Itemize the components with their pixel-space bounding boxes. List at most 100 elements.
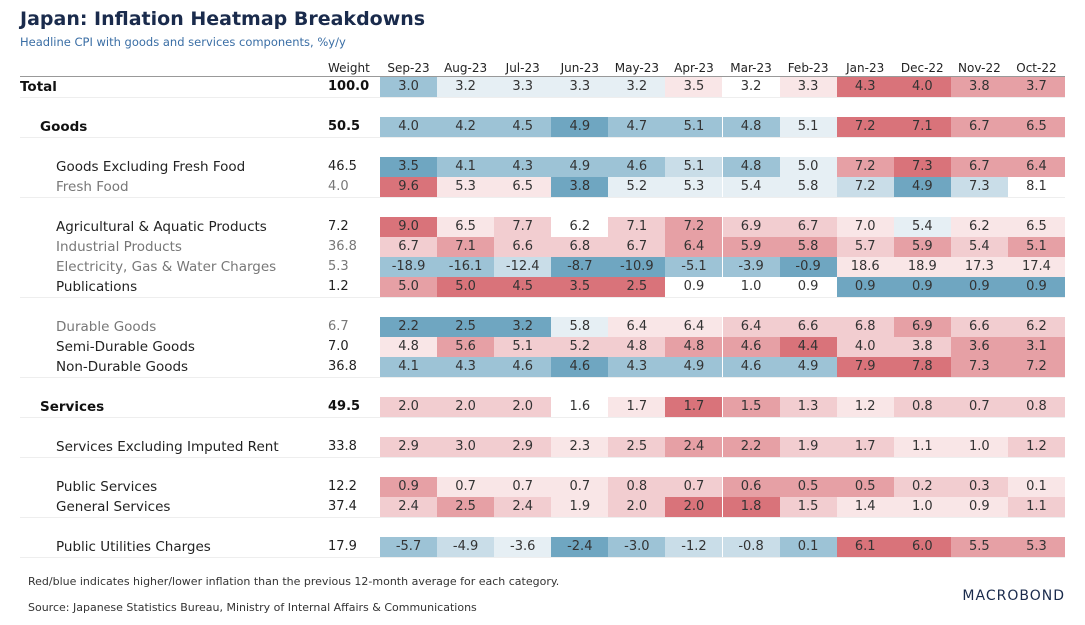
heat-cell: 0.7 [950,397,1008,417]
heat-cell: 6.6 [950,317,1008,337]
group-rule [20,557,1065,558]
column-header: Mar-23 [730,61,772,75]
heat-cell: 1.7 [608,397,666,417]
heat-cell: -5.1 [665,257,723,277]
row-label: General Services [56,499,171,515]
heat-cell: 1.1 [1007,497,1065,517]
heat-cell: 6.7 [950,117,1008,137]
heat-cell: 7.2 [836,177,894,197]
heat-cell: 6.8 [551,237,609,257]
heat-cell: 2.4 [380,497,438,517]
footnote: Red/blue indicates higher/lower inflatio… [28,575,560,588]
weight: 50.5 [328,119,361,134]
heat-cell: 4.9 [779,357,837,377]
heat-cell: 6.2 [950,217,1008,237]
heat-cell: -0.9 [779,257,837,277]
heat-cell: -10.9 [608,257,666,277]
heat-cell: 18.6 [836,257,894,277]
heat-cell: 6.7 [950,157,1008,177]
weight: 37.4 [328,499,357,514]
heat-cell: 2.0 [494,397,552,417]
heat-cell: -4.9 [437,537,495,557]
row-label: Goods Excluding Fresh Food [56,159,246,175]
group-rule [20,97,1065,98]
heat-cell: 4.8 [722,157,780,177]
heat-cell: -3.6 [494,537,552,557]
row-label: Total [20,79,57,95]
heat-cell: 0.9 [380,477,438,497]
heat-cell: 4.8 [380,337,438,357]
row-label: Goods [40,119,88,135]
heat-cell: 0.9 [665,277,723,297]
heat-cell: 1.0 [950,437,1008,457]
heat-cell: 5.7 [836,237,894,257]
heat-cell: 6.4 [722,317,780,337]
heat-cell: 6.2 [1007,317,1065,337]
heat-cell: 3.2 [722,77,780,97]
heat-cell: 4.9 [893,177,951,197]
group-rule [20,377,1065,378]
heat-cell: 3.0 [437,437,495,457]
heat-cell: 4.3 [836,77,894,97]
heat-cell: 3.3 [779,77,837,97]
heat-cell: 5.2 [551,337,609,357]
weight: 49.5 [328,399,361,414]
heat-cell: 6.1 [836,537,894,557]
heat-cell: 6.8 [836,317,894,337]
heat-cell: 4.2 [437,117,495,137]
heat-cell: 4.0 [893,77,951,97]
heat-cell: 5.4 [893,217,951,237]
heat-cell: 2.0 [380,397,438,417]
weight: 6.7 [328,319,349,334]
column-header: May-23 [614,61,659,75]
heat-cell: 2.2 [380,317,438,337]
heat-cell: 7.7 [494,217,552,237]
row-label: Electricity, Gas & Water Charges [56,259,277,275]
heat-cell: 5.4 [722,177,780,197]
weight: 7.0 [328,339,349,354]
row-label: Agricultural & Aquatic Products [56,219,267,235]
heat-cell: 4.3 [608,357,666,377]
heat-cell: 2.0 [665,497,723,517]
heat-cell: 1.2 [1007,437,1065,457]
heat-cell: 8.1 [1007,177,1065,197]
heat-cell: 4.6 [608,157,666,177]
heat-cell: 0.9 [950,277,1008,297]
heat-cell: 7.1 [437,237,495,257]
heat-cell: 0.9 [836,277,894,297]
heat-cell: 2.9 [494,437,552,457]
heat-cell: 7.3 [950,357,1008,377]
heat-cell: 5.1 [665,157,723,177]
heat-cell: -3.0 [608,537,666,557]
heat-cell: 5.4 [950,237,1008,257]
group-rule [20,297,1065,298]
heat-cell: 3.6 [950,337,1008,357]
heat-cell: 2.5 [608,277,666,297]
heat-cell: 3.8 [893,337,951,357]
heat-cell: 7.2 [665,217,723,237]
heat-cell: 6.5 [1007,217,1065,237]
heat-cell: 4.8 [608,337,666,357]
heat-cell: 1.9 [779,437,837,457]
heat-cell: 0.9 [779,277,837,297]
heat-cell: 0.7 [551,477,609,497]
heat-cell: 5.9 [722,237,780,257]
source: Source: Japanese Statistics Bureau, Mini… [28,601,477,614]
heat-cell: 6.7 [608,237,666,257]
heat-cell: 3.8 [950,77,1008,97]
heat-cell: 4.5 [494,117,552,137]
heat-cell: 7.1 [893,117,951,137]
heat-cell: 6.4 [665,237,723,257]
row-label: Non-Durable Goods [56,359,189,375]
heat-cell: 17.3 [950,257,1008,277]
heat-cell: 6.6 [494,237,552,257]
heat-cell: 0.3 [950,477,1008,497]
heat-cell: 6.7 [779,217,837,237]
heat-cell: 5.3 [665,177,723,197]
heat-cell: 0.2 [893,477,951,497]
heat-cell: 2.4 [494,497,552,517]
heat-cell: 4.6 [551,357,609,377]
heat-cell: 0.9 [893,277,951,297]
heat-cell: 5.8 [551,317,609,337]
